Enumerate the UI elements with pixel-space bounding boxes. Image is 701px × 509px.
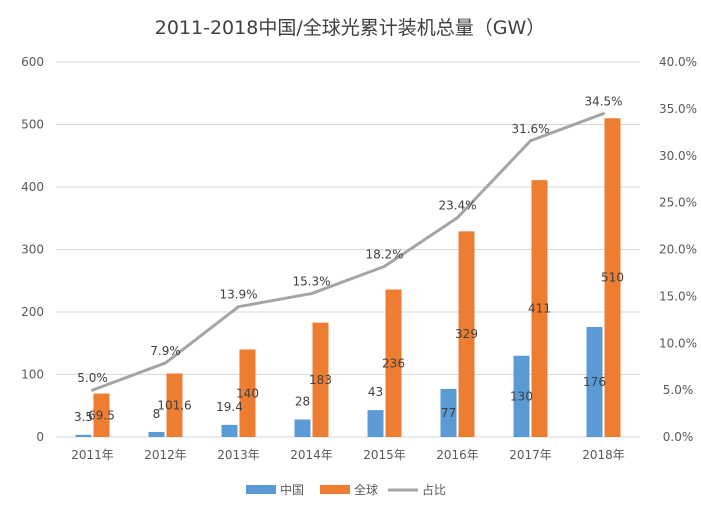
bar-china — [148, 432, 165, 437]
x-tick-label: 2018年 — [582, 448, 625, 462]
label-share: 31.6% — [511, 122, 549, 136]
label-global: 101.6 — [157, 398, 191, 412]
bar-global — [604, 118, 621, 437]
label-global: 510 — [601, 271, 624, 285]
label-share: 15.3% — [292, 275, 330, 289]
y-right-tick-label: 20.0% — [659, 243, 697, 257]
bar-global — [312, 322, 329, 437]
bars — [75, 118, 621, 437]
legend-label: 占比 — [422, 482, 446, 497]
bar-china — [294, 419, 311, 437]
label-share: 23.4% — [438, 199, 476, 213]
y-left-tick-label: 600 — [21, 55, 44, 69]
label-china: 130 — [510, 389, 533, 403]
share-point — [383, 264, 386, 268]
share-point — [91, 388, 94, 392]
bar-global — [458, 231, 475, 437]
x-tick-label: 2017年 — [509, 448, 552, 462]
label-global: 411 — [528, 302, 551, 316]
legend-swatch — [320, 485, 350, 494]
bar-global — [531, 180, 548, 437]
axis-ticks: 0 100 200 300 400 500 600 0.0% 5.0% 10.0% 15.0% 20.… — [21, 55, 697, 462]
y-right-tick-label: 35.0% — [659, 102, 697, 116]
share-point — [310, 292, 313, 296]
bar-china — [513, 355, 530, 437]
label-global: 69.5 — [88, 408, 115, 422]
bar-china — [75, 434, 92, 437]
label-global: 329 — [455, 327, 478, 341]
y-right-tick-label: 5.0% — [663, 383, 694, 397]
label-china: 8 — [153, 407, 161, 421]
y-right-tick-label: 15.0% — [659, 289, 697, 303]
label-share: 34.5% — [584, 95, 622, 109]
label-share: 5.0% — [77, 371, 108, 385]
share-point — [164, 361, 167, 365]
label-china: 19.4 — [216, 400, 243, 414]
share-line — [91, 112, 605, 392]
share-point — [456, 216, 459, 220]
y-left-tick-label: 400 — [21, 180, 44, 194]
legend-swatch — [246, 485, 276, 494]
label-china: 77 — [441, 406, 456, 420]
label-china: 28 — [295, 395, 310, 409]
legend-label: 中国 — [280, 482, 304, 497]
x-tick-label: 2011年 — [71, 448, 114, 462]
label-global: 236 — [382, 356, 405, 370]
bar-global — [93, 393, 110, 437]
label-china: 43 — [368, 385, 383, 399]
y-right-tick-label: 30.0% — [659, 149, 697, 163]
share-point — [602, 112, 605, 116]
share-point — [529, 139, 532, 143]
share-point — [237, 305, 240, 309]
y-left-tick-label: 500 — [21, 118, 44, 132]
chart-title: 2011-2018中国/全球光累计装机总量（GW） — [155, 17, 545, 39]
x-tick-label: 2012年 — [144, 448, 187, 462]
label-share: 13.9% — [219, 288, 257, 302]
label-global: 183 — [309, 373, 332, 387]
legend-label: 全球 — [354, 482, 378, 497]
label-share: 18.2% — [365, 247, 403, 261]
bar-china — [367, 410, 384, 437]
bar-global — [385, 289, 402, 437]
y-left-tick-label: 100 — [21, 368, 44, 382]
y-left-tick-label: 300 — [21, 243, 44, 257]
x-tick-label: 2013年 — [217, 448, 260, 462]
y-right-tick-label: 25.0% — [659, 196, 697, 210]
label-share: 7.9% — [150, 344, 181, 358]
label-china: 176 — [583, 375, 606, 389]
bar-china — [221, 424, 238, 437]
label-china: 3.5 — [74, 410, 93, 424]
gridlines — [56, 61, 640, 438]
share-line-path — [91, 112, 605, 392]
label-global: 140 — [236, 386, 259, 400]
bar-china — [586, 327, 603, 437]
x-tick-label: 2015年 — [363, 448, 406, 462]
y-left-tick-label: 0 — [36, 430, 44, 444]
bar-global — [166, 373, 183, 437]
y-right-tick-label: 0.0% — [663, 430, 694, 444]
legend: 中国 全球 占比 — [246, 482, 446, 497]
bar-global — [239, 349, 256, 437]
y-right-tick-label: 10.0% — [659, 336, 697, 350]
x-tick-label: 2014年 — [290, 448, 333, 462]
y-left-tick-label: 200 — [21, 305, 44, 319]
y-right-tick-label: 40.0% — [659, 55, 697, 69]
x-tick-label: 2016年 — [436, 448, 479, 462]
bar-china — [440, 388, 457, 437]
